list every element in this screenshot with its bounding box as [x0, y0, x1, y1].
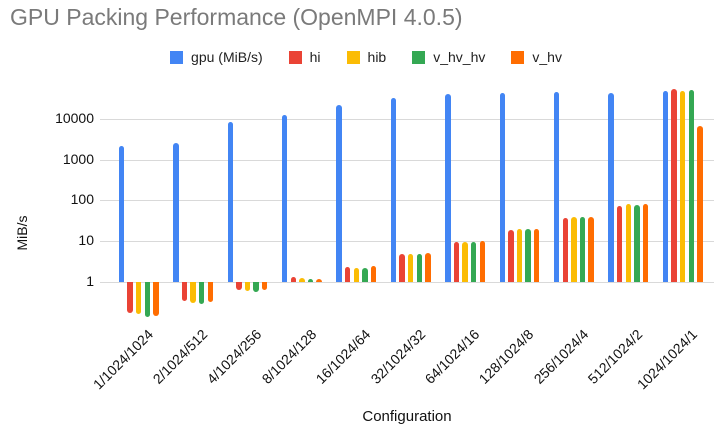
bar-v-hv-256-1024-4	[588, 217, 594, 282]
x-tick-label-1-1024-1024: 1/1024/1024	[89, 326, 157, 393]
chart-legend: gpu (MiB/s) hi hib v_hv_hv v_hv	[96, 48, 636, 66]
x-tick-label-16-1024-64: 16/1024/64	[312, 326, 374, 387]
bar-gpu-mib-s--2-1024-512	[173, 143, 179, 282]
bar-gpu-mib-s--64-1024-16	[445, 93, 451, 282]
x-tick-label-256-1024-4: 256/1024/4	[530, 326, 592, 387]
legend-item-v-hv: v_hv	[511, 49, 562, 65]
bar-hi-1024-1024-1	[671, 89, 677, 282]
bar-gpu-mib-s--32-1024-32	[390, 98, 397, 282]
bar-v-hv-hv-1024-1024-1	[688, 89, 695, 282]
bar-v-hv-4-1024-256	[261, 282, 268, 291]
bar-hi-512-1024-2	[616, 205, 623, 282]
legend-swatch	[288, 50, 302, 64]
legend-item-hi: hi	[288, 49, 321, 65]
x-axis-title: Configuration	[362, 408, 452, 425]
x-tick-label-4-1024-256: 4/1024/256	[203, 326, 265, 387]
bar-hi-8-1024-128	[290, 277, 297, 282]
bar-gpu-mib-s--128-1024-8	[499, 92, 506, 282]
y-tick-label-100: 100	[70, 191, 94, 208]
legend-label: v_hv_hv	[433, 49, 486, 65]
legend-label: gpu (MiB/s)	[191, 49, 263, 65]
x-tick-label-32-1024-32: 32/1024/32	[367, 326, 429, 387]
bar-hi-1-1024-1024	[127, 282, 133, 314]
bar-gpu-mib-s--1024-1024-1	[662, 91, 669, 282]
y-tick-label-1000: 1000	[62, 150, 94, 167]
legend-label: v_hv	[532, 49, 562, 65]
bar-v-hv-16-1024-64	[370, 266, 377, 282]
y-tick-label-1: 1	[86, 273, 94, 289]
bar-hib-64-1024-16	[462, 241, 468, 282]
bar-v-hv-128-1024-8	[533, 228, 540, 282]
legend-label: hib	[367, 49, 387, 65]
bar-hi-64-1024-16	[453, 242, 460, 282]
legend-swatch	[346, 50, 360, 64]
bar-v-hv-32-1024-32	[425, 253, 431, 282]
gridline-10000	[100, 118, 714, 120]
x-tick-label-8-1024-128: 8/1024/128	[258, 326, 320, 387]
y-axis-title: MiB/s	[14, 215, 30, 251]
bar-hib-2-1024-512	[190, 282, 196, 303]
chart-title: GPU Packing Performance (OpenMPI 4.0.5)	[10, 4, 463, 30]
bar-hi-16-1024-64	[344, 267, 351, 282]
gridline-1	[100, 282, 714, 283]
legend-swatch	[511, 50, 525, 64]
bar-v-hv-hv-16-1024-64	[362, 268, 368, 282]
bar-gpu-mib-s--4-1024-256	[227, 122, 234, 282]
bar-hib-1-1024-1024	[135, 282, 142, 315]
bar-v-hv-hv-2-1024-512	[198, 282, 205, 304]
bar-hib-32-1024-32	[407, 254, 414, 282]
bar-hib-512-1024-2	[625, 203, 632, 282]
plot-area	[100, 85, 714, 320]
bar-v-hv-hv-128-1024-8	[525, 228, 531, 282]
legend-item-gpu-mib-s-: gpu (MiB/s)	[170, 49, 263, 65]
bar-v-hv-hv-1-1024-1024	[144, 282, 151, 317]
bar-gpu-mib-s--512-1024-2	[608, 92, 614, 282]
y-tick-label-10: 10	[78, 232, 94, 249]
bar-v-hv-hv-4-1024-256	[253, 282, 259, 292]
gridline-10	[100, 241, 714, 243]
bar-hib-4-1024-256	[244, 282, 251, 291]
bar-v-hv-1024-1024-1	[697, 125, 703, 282]
gridline-100	[100, 200, 714, 202]
bar-hib-16-1024-64	[353, 268, 360, 282]
bar-gpu-mib-s--16-1024-64	[336, 104, 342, 282]
legend-swatch	[412, 50, 426, 64]
bar-hib-256-1024-4	[571, 217, 577, 282]
bar-hi-32-1024-32	[399, 254, 405, 282]
bar-v-hv-2-1024-512	[207, 282, 214, 302]
bar-hi-2-1024-512	[181, 282, 188, 302]
y-tick-label-10000: 10000	[55, 109, 94, 126]
gridline-1000	[100, 159, 714, 161]
bar-hi-256-1024-4	[562, 218, 569, 282]
legend-item-v-hv-hv: v_hv_hv	[412, 49, 485, 65]
x-tick-label-64-1024-16: 64/1024/16	[421, 326, 483, 387]
legend-swatch	[170, 50, 184, 64]
x-tick-label-2-1024-512: 2/1024/512	[149, 326, 211, 387]
bar-gpu-mib-s--1-1024-1024	[118, 146, 125, 282]
bar-hi-128-1024-8	[508, 229, 514, 282]
bar-v-hv-hv-64-1024-16	[470, 241, 477, 282]
bar-v-hv-1-1024-1024	[153, 282, 159, 316]
bar-gpu-mib-s--8-1024-128	[281, 114, 288, 282]
bar-v-hv-hv-8-1024-128	[307, 278, 314, 282]
bar-hib-128-1024-8	[516, 228, 523, 282]
bar-hi-4-1024-256	[236, 282, 242, 290]
bar-v-hv-64-1024-16	[479, 241, 486, 282]
bar-v-hv-hv-32-1024-32	[416, 254, 423, 282]
legend-item-hib: hib	[346, 49, 387, 65]
bar-v-hv-hv-256-1024-4	[579, 217, 586, 282]
bar-v-hv-8-1024-128	[316, 278, 322, 282]
x-tick-label-128-1024-8: 128/1024/8	[475, 326, 537, 387]
bar-hib-1024-1024-1	[679, 91, 686, 282]
bar-v-hv-hv-512-1024-2	[634, 204, 640, 282]
legend-label: hi	[309, 49, 321, 65]
bar-gpu-mib-s--256-1024-4	[553, 92, 560, 282]
bar-v-hv-512-1024-2	[642, 203, 649, 282]
bar-hib-8-1024-128	[299, 278, 305, 282]
